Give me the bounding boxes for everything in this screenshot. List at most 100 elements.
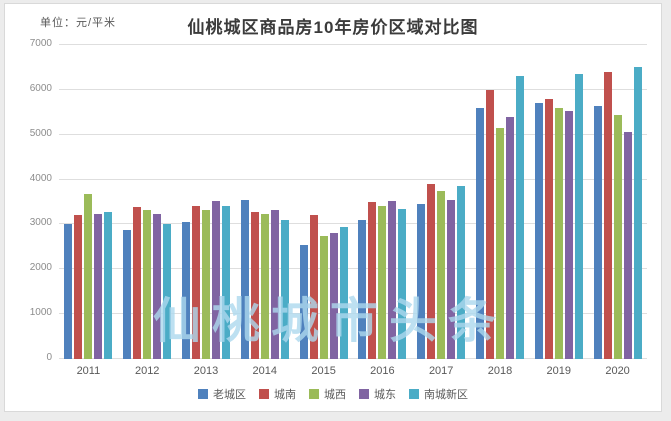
unit-label: 单位：元/平米 [40, 17, 117, 29]
bar-2015-城南 [309, 215, 318, 359]
bar-group-2020: 2020 [588, 45, 647, 377]
gridline-0: 0 [46, 353, 647, 363]
bar-2016-南城新区 [398, 209, 407, 359]
y-axis-tick-label: 0 [46, 352, 52, 363]
bar-2019-城南 [544, 98, 553, 359]
x-axis-tick-label: 2019 [546, 365, 572, 377]
gridline-3000: 3000 [30, 218, 647, 228]
bar-2013-城南 [191, 205, 200, 359]
x-axis-tick-label: 2011 [76, 365, 101, 377]
bar-group-2016: 2016 [353, 45, 412, 377]
legend: 老城区 城南 城西 城东 南城新区 [5, 386, 661, 402]
bar-2011-老城区 [64, 224, 73, 359]
bar-2013-南城新区 [221, 205, 230, 359]
legend-label: 南城新区 [424, 389, 468, 401]
legend-item-老城区: 老城区 [198, 386, 246, 402]
legend-label: 城西 [324, 389, 346, 401]
bar-2018-城西 [495, 128, 504, 359]
y-axis-tick-label: 7000 [29, 38, 52, 49]
chart-title: 仙桃城区商品房10年房价区域对比图 [187, 18, 479, 37]
bar-2020-老城区 [593, 105, 602, 359]
legend-label: 老城区 [213, 389, 246, 401]
y-axis-tick-label: 2000 [29, 262, 52, 274]
bar-2018-南城新区 [515, 76, 524, 359]
bar-2019-南城新区 [574, 74, 583, 359]
x-axis-tick-label: 2018 [487, 365, 513, 377]
x-axis-tick-label: 2020 [605, 365, 630, 377]
bar-2011-城西 [84, 194, 93, 359]
legend-swatch-icon [409, 389, 419, 399]
bar-groups: 2011 2012 2013 2014 2015 2016 2017 2018 2019 2020 [59, 45, 647, 377]
chart-card: 单位：元/平米 仙桃城区商品房10年房价区域对比图 0 1000 2000 3000 4… [4, 3, 662, 412]
bar-2017-南城新区 [457, 186, 466, 359]
bar-2012-城东 [153, 213, 162, 359]
legend-item-南城新区: 南城新区 [409, 386, 468, 402]
y-axis-tick-label: 1000 [29, 307, 52, 319]
bar-2015-城西 [319, 235, 328, 359]
bar-2013-老城区 [181, 222, 190, 359]
bar-2017-老城区 [417, 204, 426, 359]
x-axis-tick-label: 2014 [252, 365, 278, 377]
bar-2020-城西 [613, 114, 622, 359]
bar-2014-城东 [270, 210, 279, 359]
bar-2014-城南 [250, 211, 259, 359]
bar-2020-城南 [603, 71, 612, 359]
bar-2015-老城区 [299, 244, 308, 359]
bar-2019-城东 [564, 111, 573, 359]
legend-label: 城东 [374, 389, 396, 401]
bar-2013-城西 [201, 209, 210, 359]
legend-swatch-icon [198, 389, 208, 399]
legend-swatch-icon [309, 389, 319, 399]
bar-group-2011: 2011 [59, 45, 118, 377]
bar-2014-南城新区 [280, 219, 289, 359]
bar-2015-城东 [329, 233, 338, 359]
bar-2017-城西 [437, 190, 446, 359]
bar-2013-城东 [211, 201, 220, 359]
y-axis-tick-label: 5000 [29, 127, 52, 139]
bar-2014-老城区 [240, 199, 249, 359]
bar-2020-南城新区 [633, 67, 642, 359]
y-axis-tick-label: 4000 [29, 172, 52, 184]
bar-2015-南城新区 [339, 226, 348, 359]
bar-group-2014: 2014 [235, 45, 294, 377]
bar-2016-老城区 [358, 219, 367, 359]
gridline-5000: 5000 [30, 128, 647, 138]
legend-item-城东: 城东 [359, 386, 396, 402]
x-axis-tick-label: 2012 [134, 365, 160, 377]
bar-2016-城西 [378, 205, 387, 359]
bar-2016-城东 [388, 201, 397, 359]
bar-2019-城西 [554, 107, 563, 359]
gridline-6000: 6000 [30, 83, 647, 93]
legend-item-城西: 城西 [309, 386, 346, 402]
bar-2018-城南 [485, 89, 494, 359]
gridline-4000: 4000 [30, 173, 647, 183]
bar-2018-老城区 [475, 107, 484, 359]
bar-2012-城南 [133, 206, 142, 359]
bar-2012-南城新区 [163, 224, 172, 359]
y-axis-tick-label: 3000 [29, 217, 52, 229]
bar-2012-老城区 [123, 230, 132, 359]
legend-label: 城南 [274, 389, 296, 401]
bar-group-2013: 2013 [177, 45, 236, 377]
gridline-2000: 2000 [30, 263, 647, 273]
bar-2018-城东 [505, 116, 514, 359]
legend-swatch-icon [359, 389, 369, 399]
bar-2011-南城新区 [104, 211, 113, 359]
bar-2017-城南 [427, 184, 436, 359]
legend-swatch-icon [259, 389, 269, 399]
bar-group-2019: 2019 [529, 45, 588, 377]
x-axis-tick-label: 2017 [428, 365, 454, 377]
gridline-1000: 1000 [30, 308, 647, 318]
bar-group-2017: 2017 [412, 45, 471, 377]
bar-2011-城东 [94, 214, 103, 359]
bar-2017-城东 [447, 199, 456, 359]
gridline-7000: 7000 [30, 39, 647, 49]
bar-2014-城西 [260, 213, 269, 359]
bar-2019-老城区 [534, 103, 543, 359]
bar-group-2018: 2018 [471, 45, 530, 377]
y-axis-tick-label: 6000 [29, 82, 52, 94]
bar-2012-城西 [143, 210, 152, 359]
x-axis-tick-label: 2016 [370, 365, 395, 377]
legend-item-城南: 城南 [259, 386, 296, 402]
bar-group-2012: 2012 [118, 45, 177, 377]
